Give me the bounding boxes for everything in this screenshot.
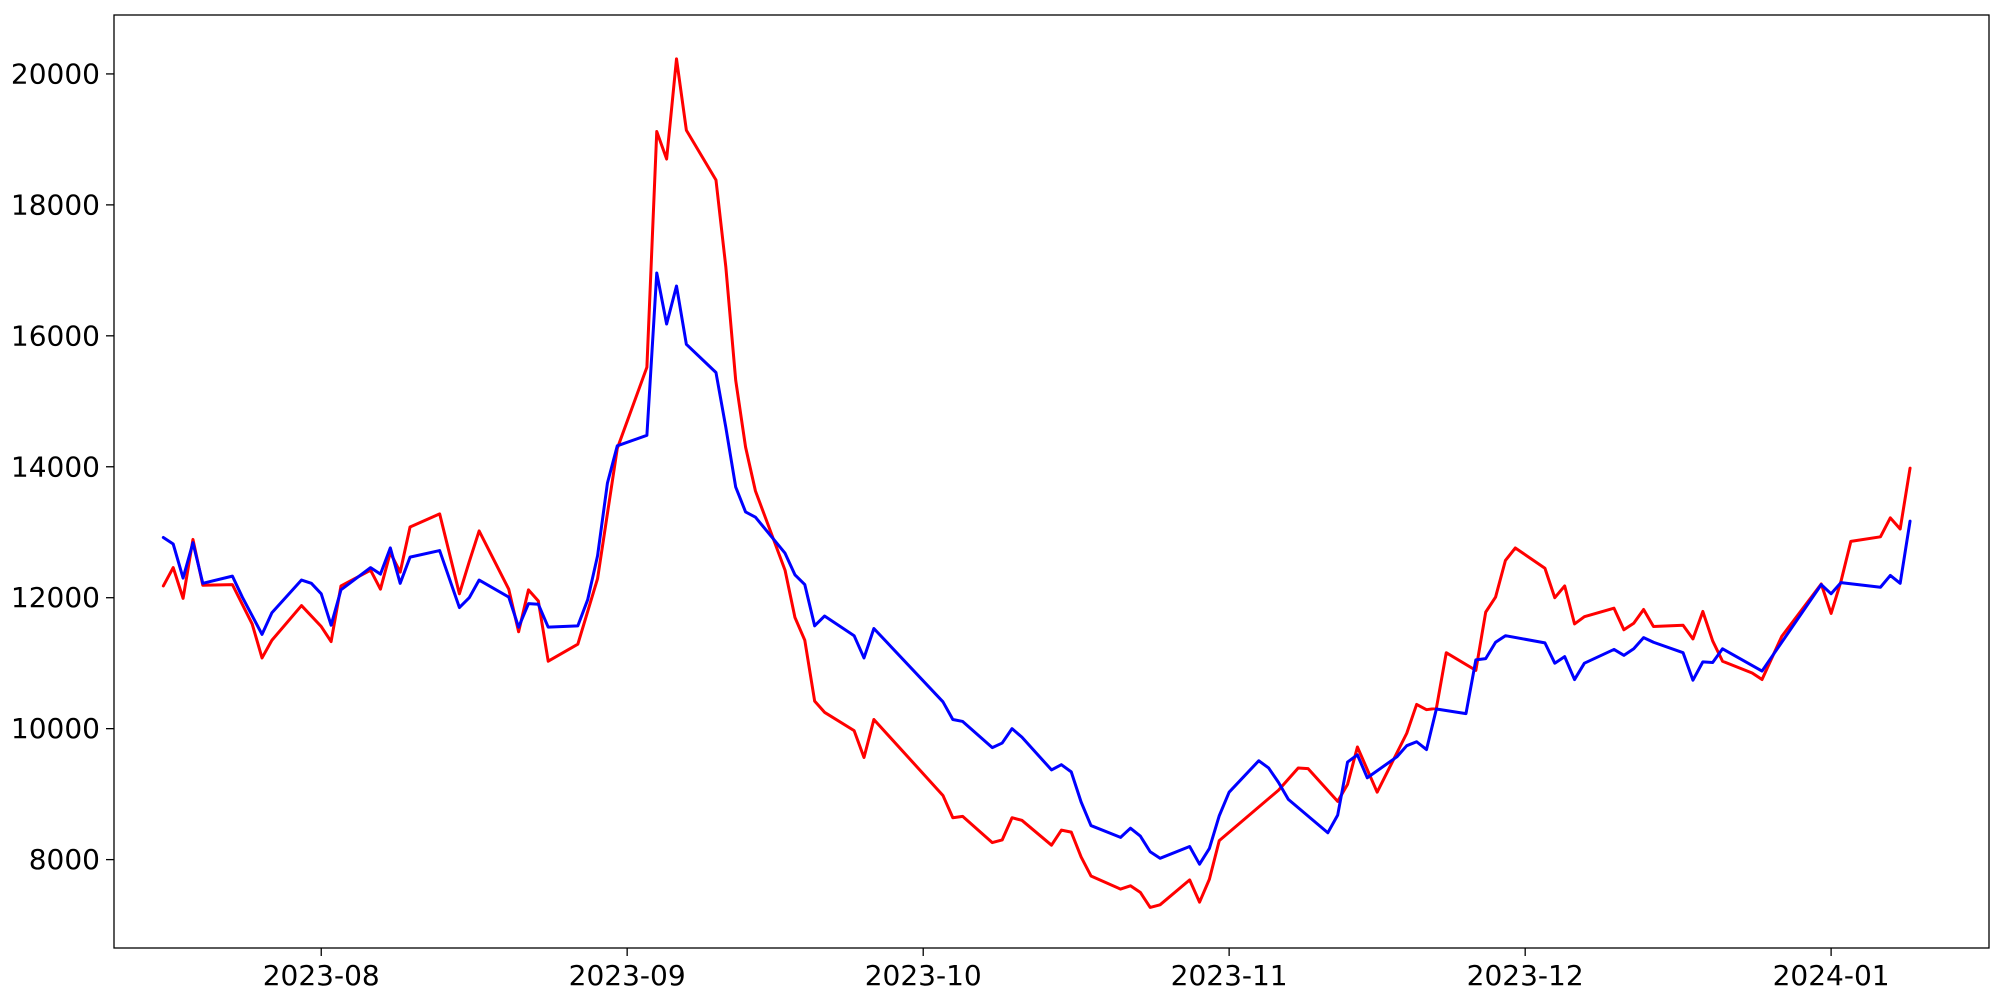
x-tick-label: 2023-10 <box>865 959 982 992</box>
series-line-1 <box>161 57 1912 909</box>
y-tick-label: 20000 <box>11 57 100 90</box>
y-tick-label: 8000 <box>29 843 100 876</box>
x-tick-label: 2024-01 <box>1773 959 1890 992</box>
y-tick-label: 12000 <box>11 581 100 614</box>
y-tick-label: 18000 <box>11 188 100 221</box>
x-tick-label: 2023-08 <box>263 959 380 992</box>
y-tick-label: 16000 <box>11 319 100 352</box>
x-tick-label: 2023-11 <box>1171 959 1288 992</box>
series-layer <box>161 57 1912 909</box>
y-tick-label: 14000 <box>11 450 100 483</box>
plot-frame <box>113 14 1990 949</box>
x-tick-label: 2023-09 <box>569 959 686 992</box>
x-tick-label: 2023-12 <box>1467 959 1584 992</box>
axis-layer: 8000 10000 12000 14000 16000 18000 20000 2023-0… <box>11 14 1990 992</box>
y-tick-label: 10000 <box>11 712 100 745</box>
series-line-2 <box>161 271 1912 866</box>
